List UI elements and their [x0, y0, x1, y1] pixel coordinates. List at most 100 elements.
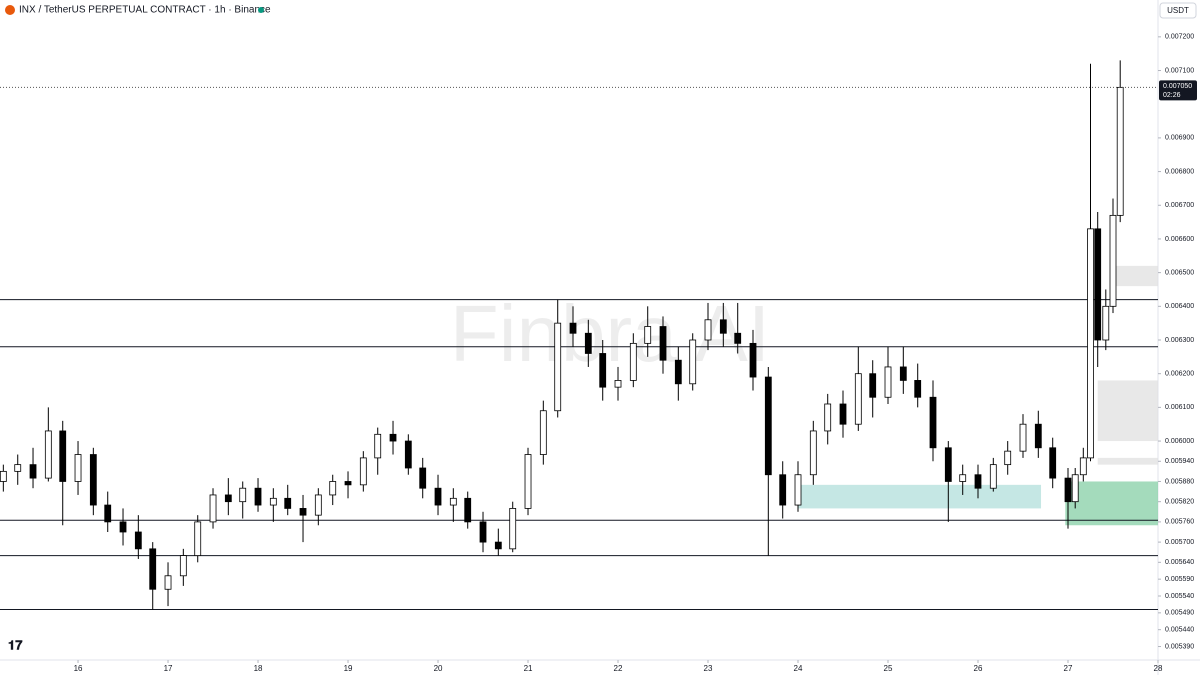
candle-body [0, 470, 7, 482]
candle-body [149, 548, 157, 590]
x-tick-label: 26 [974, 664, 983, 673]
symbol-icon [5, 5, 15, 15]
zone [798, 484, 1042, 509]
y-tick-label: 0.006700 [1165, 202, 1194, 209]
y-tick-label: 0.006900 [1165, 135, 1194, 142]
y-tick-label: 0.005940 [1165, 458, 1194, 465]
candle-body [1034, 423, 1042, 449]
candle-body [1094, 228, 1102, 341]
x-tick-label: 18 [254, 664, 263, 673]
candle-body [554, 322, 562, 412]
zone [1065, 481, 1158, 526]
candle-body [959, 474, 967, 482]
candle-body [839, 403, 847, 425]
zone [1097, 457, 1158, 465]
candle-body [1102, 305, 1110, 341]
currency-box[interactable] [1159, 2, 1197, 19]
candle-body [914, 380, 922, 398]
candle-body [269, 497, 277, 506]
candle-body [599, 353, 607, 388]
candle-body [14, 464, 22, 472]
y-tick-label: 0.006800 [1165, 168, 1194, 175]
logo: 𝟏𝟕 [8, 637, 23, 652]
x-tick-label: 21 [524, 664, 533, 673]
y-tick-label: 0.006500 [1165, 269, 1194, 276]
candle-body [1109, 214, 1117, 307]
y-tick-label: 0.005540 [1165, 593, 1194, 600]
candle-body [719, 319, 727, 334]
x-tick-label: 19 [344, 664, 353, 673]
candle-body [419, 467, 427, 489]
x-tick-label: 16 [74, 664, 83, 673]
candle-body [974, 474, 982, 489]
x-tick-label: 20 [434, 664, 443, 673]
candle-body [494, 541, 502, 550]
candle-body [989, 464, 997, 489]
candle-body [374, 433, 382, 459]
candle-body [1064, 477, 1072, 503]
candle-body [59, 430, 67, 482]
market-status [258, 7, 264, 13]
y-tick-label: 0.005390 [1165, 643, 1194, 650]
candle-body [134, 531, 142, 550]
zone [1113, 265, 1158, 287]
candle-body [224, 494, 232, 503]
candle-body [779, 474, 787, 506]
candle-body [1087, 228, 1094, 459]
candle-body [89, 454, 97, 506]
y-tick-label: 0.006300 [1165, 337, 1194, 344]
candle-body [404, 440, 412, 469]
candle-body [764, 376, 772, 476]
candle-body [74, 454, 82, 482]
candle-body [209, 494, 217, 523]
x-tick-label: 24 [794, 664, 803, 673]
candle-body [389, 433, 397, 442]
candle-body [524, 454, 532, 509]
candle-body [1004, 450, 1012, 466]
candle-body [329, 481, 337, 496]
candle-body [344, 481, 352, 486]
current-price-label: 0.007050 [1163, 83, 1192, 90]
candle-body [704, 319, 712, 341]
candle-body [509, 508, 517, 550]
y-tick-label: 0.007200 [1165, 34, 1194, 41]
candle-body [629, 342, 637, 381]
candle-body [254, 487, 262, 506]
countdown: 02:26 [1163, 92, 1181, 99]
candle-body [299, 508, 307, 516]
currency[interactable]: USDT [1167, 6, 1189, 15]
y-tick-label: 0.005820 [1165, 499, 1194, 506]
candle-body [614, 380, 622, 388]
candle-body [314, 494, 322, 516]
x-tick-label: 25 [884, 664, 893, 673]
candle-body [1049, 447, 1057, 479]
candle-body [929, 396, 937, 449]
candle-body [29, 464, 37, 479]
candle-body [479, 521, 487, 543]
candle-body [164, 575, 172, 590]
candle-body [539, 410, 547, 455]
y-tick-label: 0.006200 [1165, 371, 1194, 378]
y-tick-label: 0.006600 [1165, 236, 1194, 243]
candle-body [584, 332, 592, 354]
candle-body [809, 430, 817, 476]
candle-body [854, 373, 862, 425]
candle-body [359, 457, 367, 486]
candle-body [674, 359, 682, 385]
candle-body [284, 497, 292, 509]
y-tick-label: 0.005760 [1165, 519, 1194, 526]
candle-body [449, 497, 457, 506]
y-tick-label: 0.005880 [1165, 478, 1194, 485]
y-tick-label: 0.005700 [1165, 539, 1194, 546]
x-tick-label: 28 [1154, 664, 1163, 673]
candle-body [899, 366, 907, 381]
x-tick-label: 23 [704, 664, 713, 673]
candle-body [944, 447, 952, 482]
candle-body [44, 430, 52, 479]
candle-body [119, 521, 127, 533]
candle-body [869, 373, 877, 398]
candle-body [749, 342, 757, 378]
x-tick-label: 17 [164, 664, 173, 673]
